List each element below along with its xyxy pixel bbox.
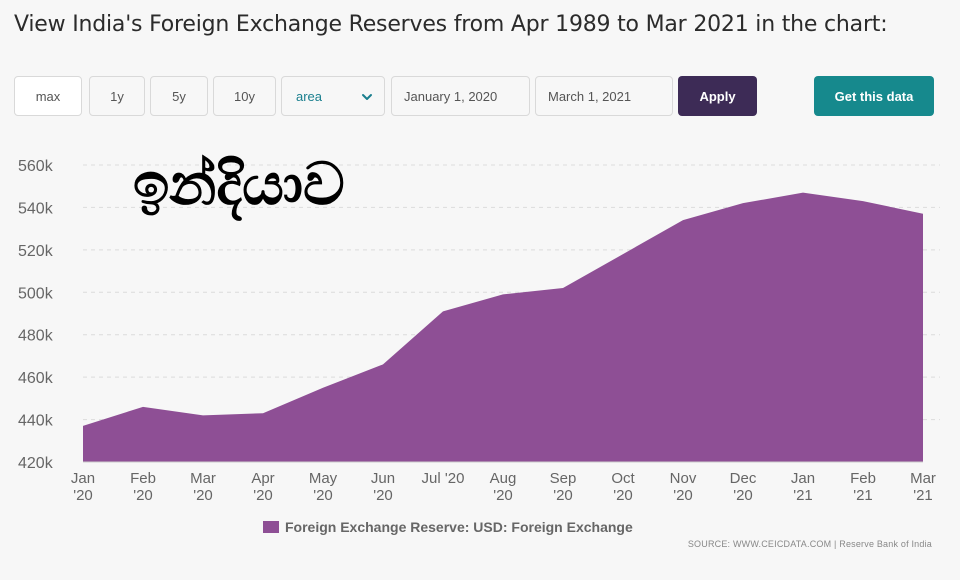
data-point bbox=[261, 411, 265, 415]
y-tick-label: 520k bbox=[18, 243, 54, 260]
data-point bbox=[501, 292, 505, 296]
data-point bbox=[141, 405, 145, 409]
y-tick-label: 440k bbox=[18, 413, 54, 430]
x-tick-label: May bbox=[309, 470, 338, 487]
data-point bbox=[801, 191, 805, 195]
y-tick-label: 460k bbox=[18, 370, 54, 387]
y-tick-label: 420k bbox=[18, 455, 54, 472]
x-tick-label: Jan bbox=[791, 470, 815, 487]
x-tick-label: Apr bbox=[251, 470, 274, 487]
x-tick-label: Sep bbox=[550, 470, 577, 487]
x-tick-label-year: '20 bbox=[373, 487, 393, 504]
data-point bbox=[681, 218, 685, 222]
x-tick-label: Nov bbox=[670, 470, 697, 487]
end-date-field[interactable]: March 1, 2021 bbox=[535, 76, 673, 116]
data-point bbox=[741, 201, 745, 205]
chart-type-select[interactable]: area bbox=[281, 76, 385, 116]
data-point bbox=[381, 362, 385, 366]
y-tick-label: 480k bbox=[18, 328, 54, 345]
chart-type-value: area bbox=[296, 88, 323, 104]
page-title: View India's Foreign Exchange Reserves f… bbox=[14, 12, 888, 37]
x-tick-label-year: '20 bbox=[613, 487, 633, 504]
x-tick-label-year: '20 bbox=[493, 487, 513, 504]
x-tick-label: Dec bbox=[730, 470, 757, 487]
x-tick-label: Mar bbox=[910, 470, 936, 487]
data-point bbox=[321, 386, 325, 390]
overlay-text: ඉන්දියාව bbox=[133, 150, 345, 218]
data-point bbox=[441, 309, 445, 313]
range-max-button[interactable]: max bbox=[14, 76, 82, 116]
data-point bbox=[921, 212, 925, 216]
apply-button[interactable]: Apply bbox=[678, 76, 757, 116]
x-tick-label-year: '20 bbox=[193, 487, 213, 504]
x-tick-label: Oct bbox=[611, 470, 635, 487]
x-tick-label: Feb bbox=[130, 470, 156, 487]
start-date-field[interactable]: January 1, 2020 bbox=[391, 76, 530, 116]
x-tick-label-year: '21 bbox=[793, 487, 813, 504]
x-tick-label: Aug bbox=[490, 470, 517, 487]
x-tick-label: Jun bbox=[371, 470, 395, 487]
data-point bbox=[861, 199, 865, 203]
x-tick-label-year: '20 bbox=[133, 487, 153, 504]
x-tick-label-year: '21 bbox=[913, 487, 933, 504]
x-tick-label-year: '20 bbox=[73, 487, 93, 504]
x-tick-label: Feb bbox=[850, 470, 876, 487]
x-tick-label-year: '20 bbox=[313, 487, 333, 504]
get-data-button[interactable]: Get this data bbox=[814, 76, 934, 116]
x-tick-label-year: '20 bbox=[553, 487, 573, 504]
x-tick-label: Jul '20 bbox=[422, 470, 465, 487]
chart-area: 420k 440k 460k 480k 500k 520k 540k 560k Jan '20 Fe… bbox=[0, 130, 960, 580]
legend-swatch bbox=[263, 521, 279, 533]
y-tick-label: 540k bbox=[18, 200, 54, 217]
source-note: SOURCE: WWW.CEICDATA.COM | Reserve Bank … bbox=[687, 539, 932, 549]
range-5y-button[interactable]: 5y bbox=[150, 76, 208, 116]
data-point bbox=[81, 424, 85, 428]
range-10y-button[interactable]: 10y bbox=[213, 76, 276, 116]
y-tick-label: 560k bbox=[18, 158, 54, 175]
range-1y-button[interactable]: 1y bbox=[89, 76, 145, 116]
chevron-down-icon bbox=[362, 94, 372, 100]
chart-legend[interactable]: Foreign Exchange Reserve: USD: Foreign E… bbox=[263, 519, 633, 535]
chart-toolbar: max 1y 5y 10y area January 1, 2020 March… bbox=[14, 76, 934, 116]
legend-label: Foreign Exchange Reserve: USD: Foreign E… bbox=[285, 519, 633, 535]
x-tick-label-year: '20 bbox=[733, 487, 753, 504]
x-tick-label-year: '20 bbox=[253, 487, 273, 504]
y-tick-label: 500k bbox=[18, 285, 54, 302]
x-tick-label-year: '21 bbox=[853, 487, 873, 504]
x-tick-label: Jan bbox=[71, 470, 95, 487]
data-point bbox=[201, 413, 205, 417]
data-point bbox=[621, 252, 625, 256]
data-point bbox=[561, 286, 565, 290]
area-chart: 420k440k460k480k500k520k540k560kJan'20Fe… bbox=[18, 158, 940, 504]
x-tick-label-year: '20 bbox=[673, 487, 693, 504]
x-tick-label: Mar bbox=[190, 470, 216, 487]
series-area bbox=[83, 192, 923, 463]
